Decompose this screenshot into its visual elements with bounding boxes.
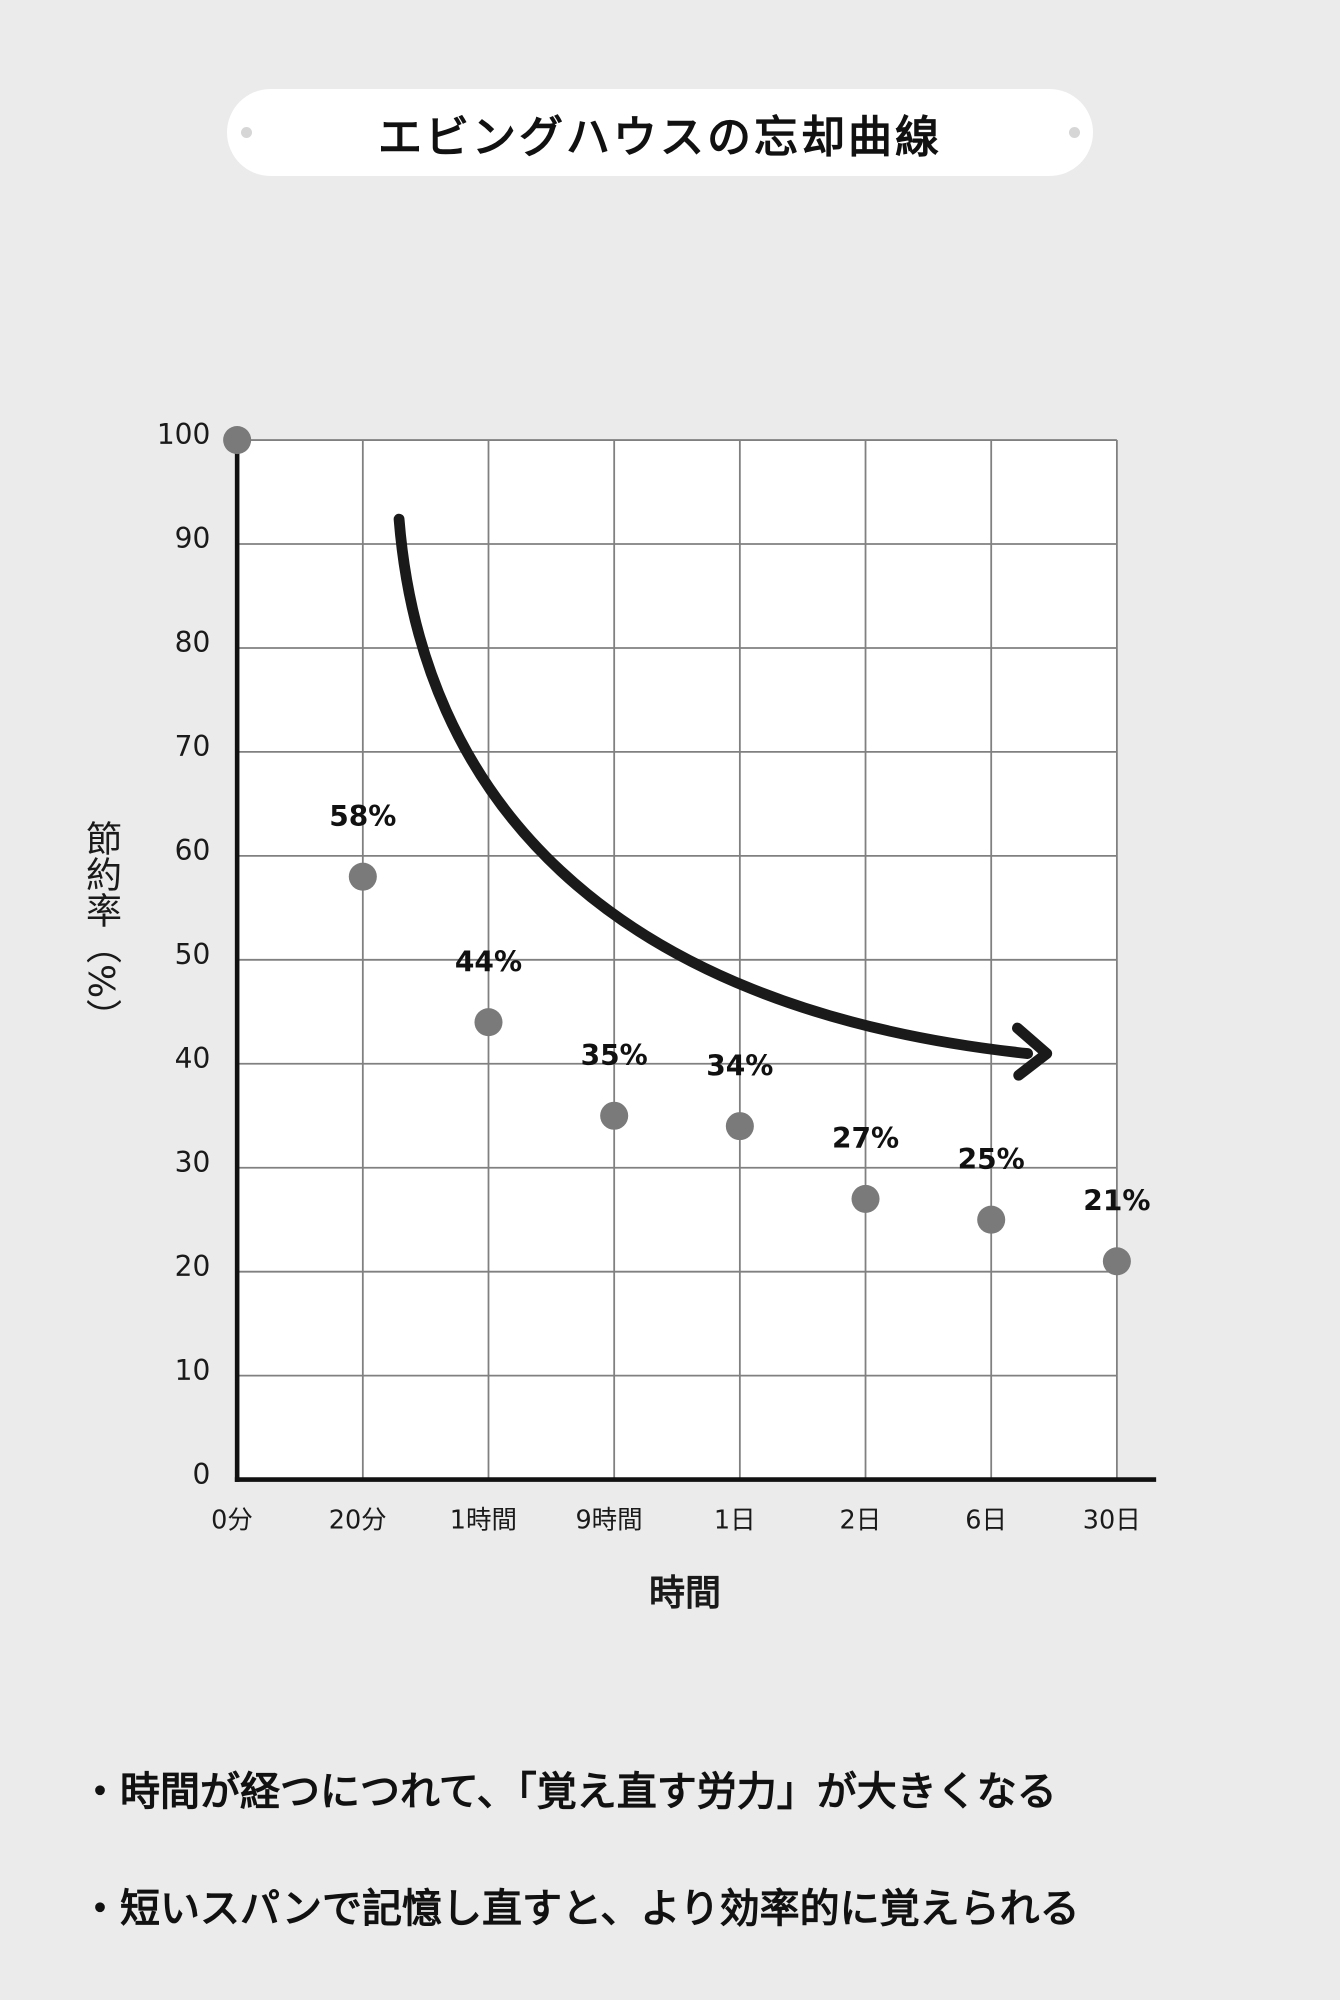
y-tick-labels: 0 10 20 30 40 50 60 70 80 90 100 [157, 418, 211, 1491]
trend-arrow-head [1012, 1022, 1053, 1081]
y-tick-label: 50 [175, 938, 211, 971]
chart-title: エビングハウスの忘却曲線 [378, 111, 942, 163]
y-tick-label: 80 [175, 626, 211, 659]
y-tick-label: 0 [193, 1458, 211, 1491]
data-point [600, 1101, 629, 1130]
data-points [223, 426, 1131, 1276]
x-tick-label: 6日 [965, 1506, 1007, 1536]
x-tick-label: 1時間 [450, 1506, 517, 1536]
x-tick-label: 2日 [840, 1506, 882, 1536]
data-point [223, 426, 252, 455]
title-pill: エビングハウスの忘却曲線 [227, 89, 1093, 176]
data-label: 34% [706, 1049, 773, 1082]
y-tick-label: 100 [157, 418, 211, 451]
data-label: 27% [832, 1122, 899, 1155]
data-label: 25% [958, 1143, 1025, 1176]
y-tick-label: 90 [175, 522, 211, 555]
data-point [977, 1205, 1006, 1234]
pill-dot-right [1069, 127, 1080, 138]
data-point [725, 1112, 754, 1141]
data-label: 58% [329, 800, 396, 833]
y-tick-label: 30 [175, 1146, 211, 1179]
x-tick-labels: 0分 20分 1時間 9時間 1日 2日 6日 30日 [211, 1506, 1141, 1536]
y-tick-label: 70 [175, 730, 211, 763]
data-label: 35% [581, 1039, 648, 1072]
y-tick-label: 60 [175, 834, 211, 867]
data-point [1102, 1247, 1131, 1276]
y-tick-label: 40 [175, 1042, 211, 1075]
trend-arrow-curve [393, 513, 1034, 1059]
data-labels: 58% 44% 35% 34% 27% 25% 21% [329, 800, 1150, 1218]
note-bullet: ・時間が経つにつれて、「覚え直す労力」が大きくなる [80, 1769, 1057, 1815]
axes [234, 437, 1157, 1482]
x-tick-label: 20分 [329, 1506, 387, 1536]
note-bullet: ・短いスパンで記憶し直すと、より効率的に覚えられる [80, 1886, 1080, 1932]
data-label: 21% [1083, 1185, 1150, 1218]
data-point [348, 862, 377, 891]
data-point [851, 1184, 880, 1213]
x-tick-label: 1日 [714, 1506, 756, 1536]
y-tick-label: 10 [175, 1354, 211, 1387]
y-axis-title: 節約率（%） [80, 820, 121, 1035]
data-label: 44% [455, 946, 522, 979]
x-axis-title: 時間 [648, 1573, 721, 1614]
grid [237, 439, 1118, 1480]
trend-arrow [393, 513, 1053, 1081]
x-tick-label: 30日 [1083, 1506, 1141, 1536]
x-tick-label: 9時間 [575, 1506, 642, 1536]
y-tick-label: 20 [175, 1250, 211, 1283]
data-point [474, 1008, 503, 1037]
x-tick-label: 0分 [211, 1506, 253, 1536]
pill-dot-left [241, 127, 252, 138]
